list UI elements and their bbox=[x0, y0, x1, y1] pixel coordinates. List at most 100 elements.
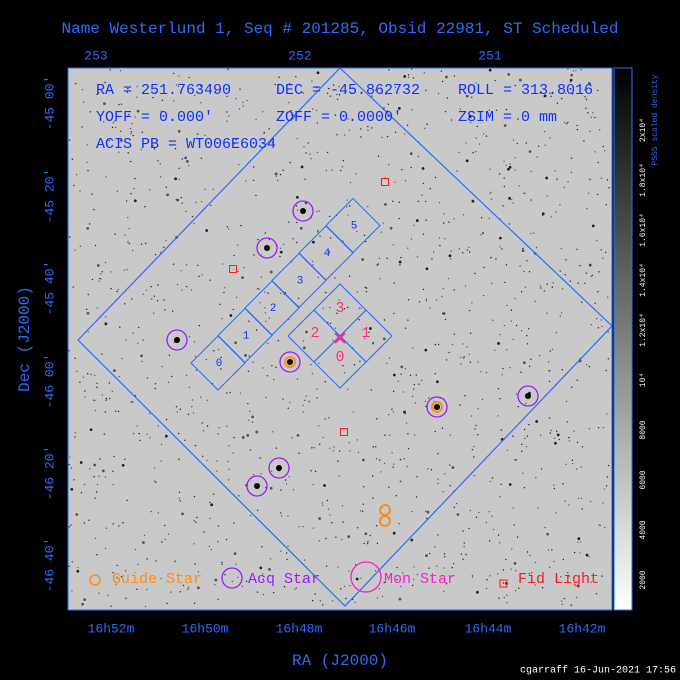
star bbox=[566, 421, 568, 423]
star bbox=[131, 298, 133, 300]
star bbox=[393, 312, 395, 315]
star bbox=[481, 398, 484, 401]
star bbox=[228, 468, 230, 470]
star bbox=[430, 469, 433, 471]
star bbox=[241, 276, 244, 280]
star bbox=[256, 288, 259, 290]
star bbox=[553, 484, 555, 486]
top-tick-label: 251 bbox=[478, 48, 502, 63]
star bbox=[429, 307, 431, 309]
star bbox=[538, 355, 541, 357]
star bbox=[315, 109, 318, 112]
star bbox=[94, 399, 96, 402]
star bbox=[495, 258, 497, 260]
bright-star bbox=[300, 208, 306, 214]
star bbox=[462, 251, 464, 254]
star bbox=[266, 342, 269, 345]
star bbox=[381, 136, 383, 139]
star bbox=[577, 282, 579, 284]
star bbox=[376, 542, 379, 544]
star bbox=[112, 484, 114, 486]
star bbox=[596, 193, 599, 196]
star bbox=[238, 495, 240, 497]
star bbox=[239, 88, 241, 90]
star bbox=[265, 396, 267, 399]
star bbox=[549, 137, 551, 139]
star bbox=[392, 373, 396, 377]
acq-star bbox=[268, 457, 290, 479]
star bbox=[348, 441, 350, 444]
star bbox=[568, 504, 570, 506]
star bbox=[380, 471, 382, 473]
star bbox=[89, 111, 92, 113]
star bbox=[91, 193, 93, 195]
star bbox=[451, 566, 453, 569]
star bbox=[376, 264, 378, 266]
star bbox=[294, 588, 296, 590]
star bbox=[116, 564, 118, 567]
star bbox=[127, 87, 129, 90]
star bbox=[227, 68, 229, 70]
star bbox=[257, 238, 259, 241]
star bbox=[379, 459, 381, 461]
chip-label: 4 bbox=[324, 248, 331, 260]
star bbox=[422, 182, 424, 185]
y-tick-label: -45 20' bbox=[42, 169, 57, 224]
star bbox=[423, 72, 426, 74]
star bbox=[255, 329, 258, 331]
star bbox=[494, 349, 496, 352]
chip-label: 1 bbox=[361, 325, 370, 342]
star bbox=[515, 324, 518, 327]
star bbox=[537, 145, 540, 148]
x-tick-label: 16h46m bbox=[369, 621, 416, 636]
star bbox=[96, 554, 98, 556]
star bbox=[321, 504, 324, 507]
star bbox=[89, 468, 91, 470]
star bbox=[472, 151, 474, 154]
star bbox=[316, 210, 318, 213]
star bbox=[434, 546, 436, 548]
star bbox=[208, 545, 211, 547]
star bbox=[118, 525, 120, 527]
star bbox=[437, 343, 440, 346]
star bbox=[130, 192, 132, 195]
star bbox=[81, 88, 84, 91]
star bbox=[398, 597, 402, 601]
star bbox=[278, 76, 280, 78]
star bbox=[178, 458, 180, 461]
star bbox=[338, 94, 341, 96]
star bbox=[128, 113, 130, 116]
star bbox=[226, 111, 228, 113]
star bbox=[465, 142, 467, 144]
star bbox=[283, 586, 286, 588]
star bbox=[150, 286, 152, 288]
bright-star bbox=[276, 465, 282, 471]
star bbox=[93, 208, 95, 211]
star bbox=[116, 190, 119, 192]
x-axis-label: RA (J2000) bbox=[292, 652, 388, 670]
star bbox=[197, 570, 200, 573]
star bbox=[193, 543, 195, 545]
star bbox=[401, 572, 404, 574]
star bbox=[217, 433, 219, 435]
star bbox=[316, 86, 318, 89]
star bbox=[579, 541, 582, 543]
star bbox=[139, 439, 141, 442]
star bbox=[356, 527, 359, 529]
acq-star bbox=[517, 385, 539, 407]
star bbox=[524, 437, 526, 440]
star bbox=[534, 561, 537, 564]
star bbox=[341, 166, 344, 168]
star bbox=[590, 116, 592, 119]
star bbox=[324, 418, 326, 420]
star bbox=[507, 73, 511, 76]
star bbox=[537, 507, 539, 509]
star bbox=[397, 380, 400, 382]
star bbox=[112, 571, 114, 574]
star bbox=[388, 69, 390, 71]
star bbox=[296, 137, 298, 140]
star bbox=[539, 285, 541, 287]
star bbox=[546, 532, 550, 536]
star bbox=[380, 231, 383, 233]
